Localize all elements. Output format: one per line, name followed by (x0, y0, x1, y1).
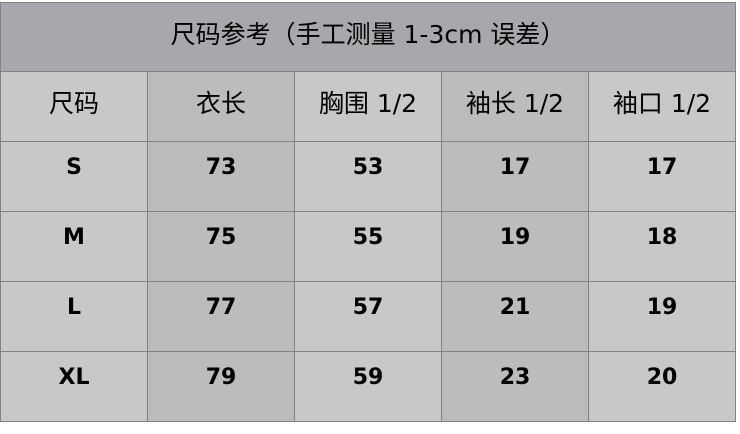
cell-size: XL (0, 351, 148, 422)
size-chart-table: 尺码参考（手工测量 1-3cm 误差） 尺码 衣长 胸围 1/2 袖长 1/2 … (0, 2, 736, 422)
cell-chest: 55 (294, 211, 442, 282)
cell-size: S (0, 141, 148, 212)
table-row: S 73 53 17 17 (0, 141, 736, 212)
cell-length: 73 (147, 141, 295, 212)
cell-chest: 53 (294, 141, 442, 212)
cell-length: 79 (147, 351, 295, 422)
cell-sleeve-length: 23 (441, 351, 589, 422)
cell-chest: 57 (294, 281, 442, 352)
cell-sleeve-length: 17 (441, 141, 589, 212)
title-row: 尺码参考（手工测量 1-3cm 误差） (0, 2, 736, 72)
cell-sleeve-length: 19 (441, 211, 589, 282)
cell-length: 75 (147, 211, 295, 282)
table-row: XL 79 59 23 20 (0, 351, 736, 422)
header-row: 尺码 衣长 胸围 1/2 袖长 1/2 袖口 1/2 (0, 71, 736, 142)
cell-size: L (0, 281, 148, 352)
table-title: 尺码参考（手工测量 1-3cm 误差） (0, 2, 736, 72)
cell-cuff: 17 (588, 141, 736, 212)
header-length: 衣长 (147, 71, 295, 142)
cell-sleeve-length: 21 (441, 281, 589, 352)
cell-size: M (0, 211, 148, 282)
cell-length: 77 (147, 281, 295, 352)
cell-cuff: 20 (588, 351, 736, 422)
header-chest: 胸围 1/2 (294, 71, 442, 142)
cell-chest: 59 (294, 351, 442, 422)
header-sleeve-length: 袖长 1/2 (441, 71, 589, 142)
header-cuff: 袖口 1/2 (588, 71, 736, 142)
cell-cuff: 19 (588, 281, 736, 352)
table-row: L 77 57 21 19 (0, 281, 736, 352)
header-size: 尺码 (0, 71, 148, 142)
table-row: M 75 55 19 18 (0, 211, 736, 282)
cell-cuff: 18 (588, 211, 736, 282)
